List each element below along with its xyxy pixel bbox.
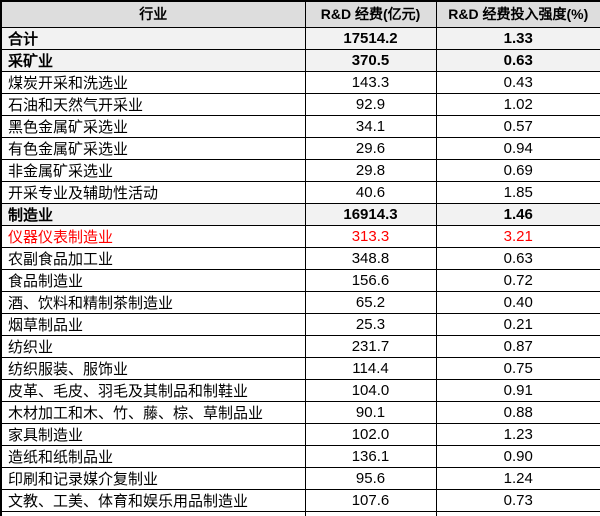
industry-cell: 木材加工和木、竹、藤、棕、草制品业 xyxy=(0,400,306,424)
intensity-cell: 0.69 xyxy=(435,158,600,182)
industry-cell: 食品制造业 xyxy=(0,268,306,292)
industry-cell: 农副食品加工业 xyxy=(0,246,306,270)
table-row: 烟草制品业 25.3 0.21 xyxy=(0,312,600,336)
table-row: 印刷和记录媒介复制业 95.6 1.24 xyxy=(0,466,600,490)
intensity-cell: 0.90 xyxy=(435,444,600,468)
industry-cell: 开采专业及辅助性活动 xyxy=(0,180,306,204)
table-row: 采矿业 370.5 0.63 xyxy=(0,48,600,72)
industry-cell: 有色金属矿采选业 xyxy=(0,136,306,160)
funding-cell: 25.3 xyxy=(304,312,437,336)
intensity-cell: 0.94 xyxy=(435,136,600,160)
funding-cell: 29.8 xyxy=(304,158,437,182)
table-row: 酒、饮料和精制茶制造业 65.2 0.40 xyxy=(0,290,600,314)
table-header-row: 行业 R&D 经费(亿元) R&D 经费投入强度(%) xyxy=(0,0,600,28)
funding-cell: 313.3 xyxy=(304,224,437,248)
funding-cell: 90.1 xyxy=(304,400,437,424)
table-row: 皮革、毛皮、羽毛及其制品和制鞋业 104.0 0.91 xyxy=(0,378,600,402)
table-row: 家具制造业 102.0 1.23 xyxy=(0,422,600,446)
intensity-cell: 1.24 xyxy=(435,466,600,490)
table-row: 黑色金属矿采选业 34.1 0.57 xyxy=(0,114,600,138)
table-row-partial xyxy=(0,510,600,516)
table-row: 非金属矿采选业 29.8 0.69 xyxy=(0,158,600,182)
table-row: 开采专业及辅助性活动 40.6 1.85 xyxy=(0,180,600,204)
table-row: 农副食品加工业 348.8 0.63 xyxy=(0,246,600,270)
industry-cell: 印刷和记录媒介复制业 xyxy=(0,466,306,490)
funding-cell: 370.5 xyxy=(304,48,437,72)
empty-cell xyxy=(0,510,306,516)
column-header-industry: 行业 xyxy=(0,0,306,28)
table-row: 石油和天然气开采业 92.9 1.02 xyxy=(0,92,600,116)
table-row: 合计 17514.2 1.33 xyxy=(0,26,600,50)
funding-cell: 136.1 xyxy=(304,444,437,468)
funding-cell: 102.0 xyxy=(304,422,437,446)
funding-cell: 156.6 xyxy=(304,268,437,292)
industry-cell: 黑色金属矿采选业 xyxy=(0,114,306,138)
intensity-cell: 0.91 xyxy=(435,378,600,402)
funding-cell: 231.7 xyxy=(304,334,437,358)
funding-cell: 95.6 xyxy=(304,466,437,490)
funding-cell: 114.4 xyxy=(304,356,437,380)
intensity-cell: 1.02 xyxy=(435,92,600,116)
intensity-cell: 0.57 xyxy=(435,114,600,138)
table-row: 木材加工和木、竹、藤、棕、草制品业 90.1 0.88 xyxy=(0,400,600,424)
industry-cell: 文教、工美、体育和娱乐用品制造业 xyxy=(0,488,306,512)
industry-cell: 纺织服装、服饰业 xyxy=(0,356,306,380)
intensity-cell: 0.88 xyxy=(435,400,600,424)
intensity-cell: 1.85 xyxy=(435,180,600,204)
empty-cell xyxy=(435,510,600,516)
empty-cell xyxy=(304,510,437,516)
intensity-cell: 0.72 xyxy=(435,268,600,292)
intensity-cell: 1.23 xyxy=(435,422,600,446)
funding-cell: 107.6 xyxy=(304,488,437,512)
industry-cell: 纺织业 xyxy=(0,334,306,358)
intensity-cell: 0.75 xyxy=(435,356,600,380)
table-row: 造纸和纸制品业 136.1 0.90 xyxy=(0,444,600,468)
funding-cell: 348.8 xyxy=(304,246,437,270)
table-row: 纺织服装、服饰业 114.4 0.75 xyxy=(0,356,600,380)
table-row: 有色金属矿采选业 29.6 0.94 xyxy=(0,136,600,160)
funding-cell: 92.9 xyxy=(304,92,437,116)
intensity-cell: 0.87 xyxy=(435,334,600,358)
industry-cell: 烟草制品业 xyxy=(0,312,306,336)
industry-cell: 采矿业 xyxy=(0,48,306,72)
table-row: 文教、工美、体育和娱乐用品制造业 107.6 0.73 xyxy=(0,488,600,512)
industry-cell: 家具制造业 xyxy=(0,422,306,446)
industry-cell: 酒、饮料和精制茶制造业 xyxy=(0,290,306,314)
funding-cell: 17514.2 xyxy=(304,26,437,50)
column-header-funding: R&D 经费(亿元) xyxy=(304,0,437,28)
table-row: 煤炭开采和洗选业 143.3 0.43 xyxy=(0,70,600,94)
intensity-cell: 0.63 xyxy=(435,48,600,72)
intensity-cell: 0.43 xyxy=(435,70,600,94)
industry-cell: 皮革、毛皮、羽毛及其制品和制鞋业 xyxy=(0,378,306,402)
industry-cell: 造纸和纸制品业 xyxy=(0,444,306,468)
intensity-cell: 0.40 xyxy=(435,290,600,314)
column-header-intensity: R&D 经费投入强度(%) xyxy=(435,0,600,28)
industry-cell: 石油和天然气开采业 xyxy=(0,92,306,116)
industry-cell: 非金属矿采选业 xyxy=(0,158,306,182)
table-row: 纺织业 231.7 0.87 xyxy=(0,334,600,358)
intensity-cell: 0.73 xyxy=(435,488,600,512)
industry-cell: 合计 xyxy=(0,26,306,50)
table-row: 制造业 16914.3 1.46 xyxy=(0,202,600,226)
intensity-cell: 0.63 xyxy=(435,246,600,270)
funding-cell: 65.2 xyxy=(304,290,437,314)
table-row: 食品制造业 156.6 0.72 xyxy=(0,268,600,292)
funding-cell: 34.1 xyxy=(304,114,437,138)
funding-cell: 16914.3 xyxy=(304,202,437,226)
intensity-cell: 1.46 xyxy=(435,202,600,226)
industry-cell: 制造业 xyxy=(0,202,306,226)
funding-cell: 143.3 xyxy=(304,70,437,94)
industry-cell: 仪器仪表制造业 xyxy=(0,224,306,248)
intensity-cell: 1.33 xyxy=(435,26,600,50)
industry-cell: 煤炭开采和洗选业 xyxy=(0,70,306,94)
funding-cell: 104.0 xyxy=(304,378,437,402)
intensity-cell: 3.21 xyxy=(435,224,600,248)
funding-cell: 40.6 xyxy=(304,180,437,204)
table-row: 仪器仪表制造业 313.3 3.21 xyxy=(0,224,600,248)
intensity-cell: 0.21 xyxy=(435,312,600,336)
funding-cell: 29.6 xyxy=(304,136,437,160)
